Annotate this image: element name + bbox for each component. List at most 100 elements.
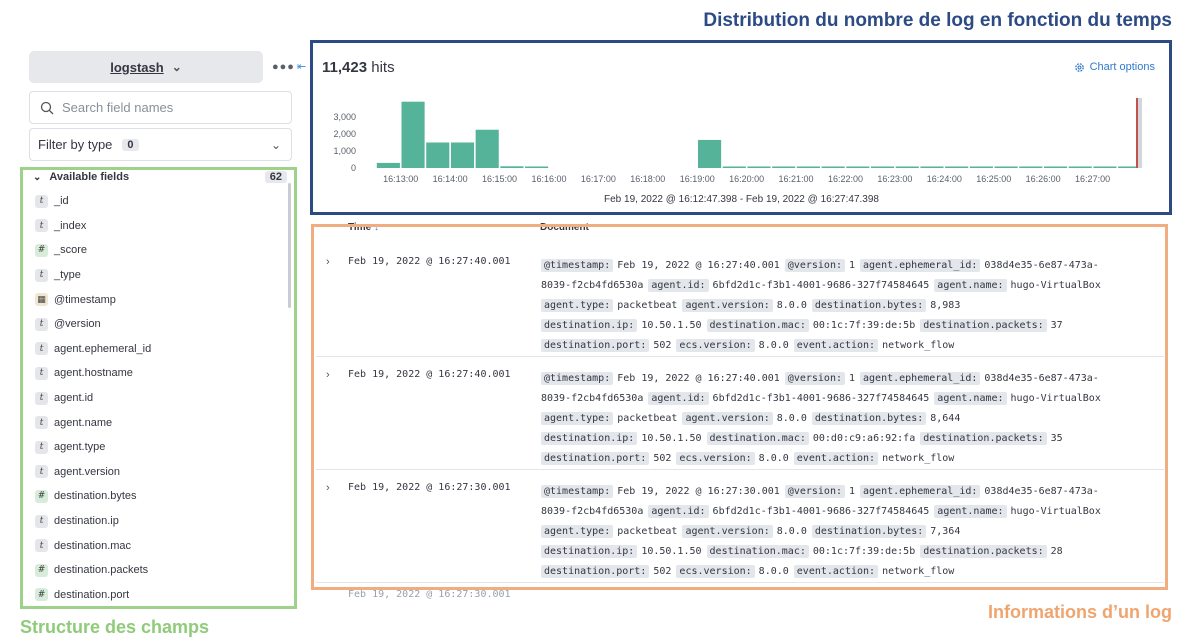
sidebar-scrollbar[interactable] — [288, 183, 291, 308]
field-key: destination.packets: — [920, 319, 1047, 332]
histogram-bar[interactable] — [450, 142, 475, 169]
index-pattern-selector[interactable]: logstash ⌄ — [29, 51, 263, 83]
field-item[interactable]: ▦ @timestamp — [35, 287, 285, 312]
histogram-bar[interactable] — [1019, 166, 1043, 169]
string-type-icon: t — [35, 391, 48, 405]
histogram-bar[interactable] — [796, 166, 820, 169]
field-item[interactable]: # destination.packets — [35, 558, 285, 583]
field-item[interactable]: # _score — [35, 238, 285, 263]
histogram-bar[interactable] — [475, 129, 499, 168]
table-row[interactable]: › Feb 19, 2022 @ 16:27:40.001 @timestamp: F… — [316, 244, 1164, 357]
field-name: destination.ip — [54, 515, 119, 528]
field-item[interactable]: t agent.id — [35, 386, 285, 411]
expand-row-icon[interactable]: › — [326, 482, 330, 494]
histogram-bar[interactable] — [895, 166, 919, 169]
field-key: agent.name: — [934, 392, 1007, 405]
field-key: agent.ephemeral_id: — [860, 485, 981, 498]
document-line: @timestamp: Feb 19, 2022 @ 16:27:40.001 @v… — [541, 256, 1161, 276]
histogram-bar[interactable] — [1043, 166, 1068, 169]
histogram-bar[interactable] — [747, 166, 771, 169]
sort-arrow-icon[interactable]: ↓ — [373, 222, 379, 233]
field-value: packetbeat — [617, 526, 678, 537]
histogram-bar[interactable] — [500, 166, 524, 168]
field-name: _index — [54, 219, 87, 232]
more-options-icon[interactable]: ●●● — [272, 61, 295, 73]
field-value: 038d4e35-6e87-473a- — [984, 260, 1099, 271]
field-value: 1 — [848, 486, 856, 497]
string-type-icon: t — [35, 465, 48, 479]
field-item[interactable]: t agent.ephemeral_id — [35, 337, 285, 362]
field-name: destination.packets — [54, 564, 149, 577]
histogram-bar[interactable] — [772, 166, 796, 169]
field-key: @version: — [784, 372, 845, 385]
field-item[interactable]: t agent.version — [35, 460, 285, 485]
table-row[interactable]: › Feb 19, 2022 @ 16:27:30.001 @timestamp: F… — [316, 470, 1164, 583]
histogram-bar[interactable] — [1118, 166, 1142, 169]
chart-options-button[interactable]: Chart options — [1074, 61, 1155, 73]
field-item[interactable]: t agent.type — [35, 435, 285, 460]
histogram-bar[interactable] — [846, 166, 870, 169]
field-item[interactable]: t agent.hostname — [35, 361, 285, 386]
table-row-partial[interactable]: Feb 19, 2022 @ 16:27:30.001 — [316, 587, 1164, 599]
histogram-bar[interactable] — [920, 166, 944, 169]
histogram-bar[interactable] — [376, 162, 400, 168]
row-timestamp: Feb 19, 2022 @ 16:27:40.001 — [348, 369, 511, 380]
histogram-bar[interactable] — [1093, 166, 1117, 169]
expand-row-icon[interactable]: › — [326, 369, 330, 381]
field-key: agent.ephemeral_id: — [860, 372, 981, 385]
expand-row-icon[interactable]: › — [326, 256, 330, 268]
field-item[interactable]: t destination.ip — [35, 509, 285, 534]
histogram-bar[interactable] — [1068, 166, 1092, 169]
histogram-bar[interactable] — [426, 142, 450, 169]
time-column-header[interactable]: Time ↓ — [348, 222, 379, 233]
field-item[interactable]: t _type — [35, 263, 285, 288]
field-value: 502 — [653, 453, 672, 464]
available-fields-label: Available fields — [49, 171, 130, 183]
collapse-sidebar-icon[interactable]: ⇤ — [296, 61, 308, 73]
histogram-bar[interactable] — [969, 166, 993, 169]
field-item[interactable]: t _index — [35, 214, 285, 239]
search-field-input[interactable]: Search field names — [29, 91, 292, 124]
field-item[interactable]: # destination.bytes — [35, 484, 285, 509]
document-line: @timestamp: Feb 19, 2022 @ 16:27:30.001 @v… — [541, 482, 1161, 502]
field-item[interactable]: t destination.mac — [35, 533, 285, 558]
field-name: agent.name — [54, 416, 113, 429]
field-item[interactable]: t @version — [35, 312, 285, 337]
field-value: 00:d0:c9:a6:92:fa — [812, 433, 916, 444]
field-value: 502 — [653, 340, 672, 351]
histogram-bar[interactable] — [698, 139, 722, 168]
histogram-bar[interactable] — [994, 166, 1018, 169]
x-tick-label: 16:23:00 — [877, 174, 912, 184]
field-key: @version: — [784, 485, 845, 498]
field-item[interactable]: t _id — [35, 189, 285, 214]
available-fields-header[interactable]: ⌄ Available fields 62 — [33, 170, 287, 184]
sidebar-actions[interactable]: ●●● ⇤ — [272, 60, 307, 73]
document-line: destination.ip: 10.50.1.50 destination.mac… — [541, 429, 1161, 449]
filter-by-type-button[interactable]: Filter by type 0 ⌄ — [29, 128, 292, 161]
string-type-icon: t — [35, 219, 48, 233]
chevron-down-icon: ⌄ — [171, 60, 182, 74]
field-value: 038d4e35-6e87-473a- — [984, 373, 1099, 384]
document-column-header: Document — [540, 222, 589, 233]
histogram-bar[interactable] — [821, 166, 845, 169]
field-item[interactable]: t agent.name — [35, 410, 285, 435]
histogram-bar[interactable] — [870, 166, 895, 169]
field-value: 8.0.0 — [776, 300, 807, 311]
field-name: _type — [54, 269, 81, 282]
row-document: @timestamp: Feb 19, 2022 @ 16:27:40.001 @v… — [541, 256, 1161, 356]
histogram-bar[interactable] — [722, 166, 746, 169]
table-row[interactable]: › Feb 19, 2022 @ 16:27:40.001 @timestamp: F… — [316, 357, 1164, 470]
histogram-bar[interactable] — [525, 166, 549, 169]
field-value: 00:1c:7f:39:de:5b — [812, 320, 916, 331]
document-line: 8039-f2cb4fd6530a agent.id: 6bfd2d1c-f3b1-… — [541, 276, 1161, 296]
number-type-icon: # — [35, 243, 48, 257]
field-value: 8.0.0 — [758, 566, 789, 577]
current-interval-band — [1136, 98, 1142, 168]
field-item[interactable]: # destination.port — [35, 583, 285, 608]
field-key: agent.name: — [934, 279, 1007, 292]
chevron-down-icon: ⌄ — [270, 137, 281, 152]
histogram-bar[interactable] — [401, 101, 425, 168]
histogram-bar[interactable] — [945, 166, 969, 169]
field-value: packetbeat — [617, 413, 678, 424]
field-key: destination.port: — [541, 339, 650, 352]
